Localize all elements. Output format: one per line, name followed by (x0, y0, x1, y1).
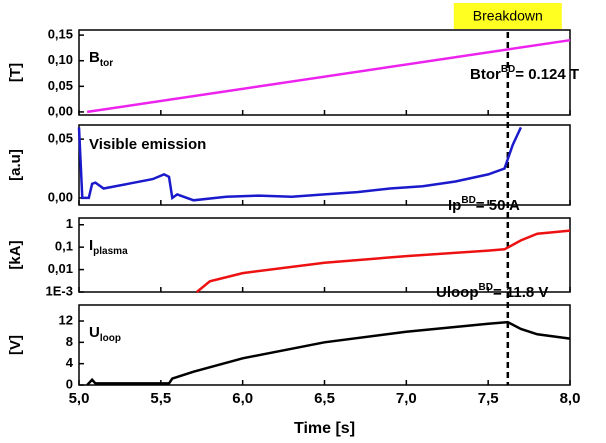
y-tick-label: 0,00 (48, 189, 73, 204)
series-label-text: I (89, 237, 93, 254)
annotation-sup: BD (501, 64, 515, 75)
series-label: Btor (89, 49, 113, 69)
annotation-text: Ip (448, 197, 461, 214)
y-axis-label: [V] (7, 335, 24, 355)
annotation: IpBD= 50 A (448, 195, 520, 214)
annotation-rest: = 0.124 T (515, 66, 579, 83)
y-tick-label: 8 (66, 334, 73, 349)
annotation-text: Uloop (436, 284, 479, 301)
y-tick-label: 1E-3 (46, 283, 73, 298)
x-tick-label: 7,5 (478, 390, 499, 407)
x-tick-label: 6,5 (314, 390, 335, 407)
series-label-sub: tor (100, 58, 113, 69)
series-line (87, 38, 571, 114)
series-line (77, 126, 523, 202)
y-tick-label: 0,05 (48, 78, 73, 93)
breakdown-box (453, 3, 562, 29)
series-label: Iplasma (89, 237, 128, 257)
y-tick-label: 0,01 (48, 261, 73, 276)
y-axis-label: [a.u] (7, 149, 24, 181)
x-tick-label: 6,0 (232, 390, 253, 407)
series-line (196, 229, 571, 293)
breakdown-label: Breakdown (473, 8, 543, 24)
series-label-sub: loop (100, 333, 121, 344)
series-label-sub: plasma (93, 246, 128, 257)
y-tick-label: 4 (66, 355, 74, 370)
x-axis-label: Time [s] (294, 420, 355, 437)
annotation-sup: BD (479, 282, 493, 293)
y-tick-label: 0 (66, 376, 73, 391)
panel-frame (78, 217, 571, 293)
y-tick-label: 1 (66, 216, 73, 231)
annotation: BtorBD= 0.124 T (470, 64, 579, 83)
y-axis-label: [T] (7, 63, 24, 82)
annotation-text: Btor (470, 66, 501, 83)
y-tick-label: 12 (59, 312, 73, 327)
y-tick-label: 0,05 (48, 131, 73, 146)
annotation-sup: BD (461, 195, 475, 206)
annotation-rest: = 11.8 V (493, 284, 548, 301)
y-axis-label: [kA] (7, 240, 24, 269)
x-tick-label: 5,0 (69, 390, 90, 407)
annotation: UloopBD= 11.8 V (436, 282, 548, 301)
y-tick-label: 0,15 (48, 27, 73, 42)
x-tick-label: 8,0 (560, 390, 581, 407)
x-tick-label: 7,0 (396, 390, 417, 407)
y-tick-label: 0,00 (48, 103, 73, 118)
panel-frame (78, 304, 571, 386)
series-label-text: U (89, 324, 100, 341)
series-label-text: B (89, 49, 100, 66)
series-label-text: Visible emission (89, 136, 206, 153)
x-tick-label: 5,5 (150, 390, 171, 407)
series-label: Uloop (89, 324, 121, 344)
series-line (86, 320, 571, 386)
series-label: Visible emission (89, 136, 206, 153)
y-tick-label: 0,10 (48, 52, 73, 67)
annotation-rest: = 50 A (476, 197, 520, 214)
y-tick-label: 0,1 (55, 239, 73, 254)
